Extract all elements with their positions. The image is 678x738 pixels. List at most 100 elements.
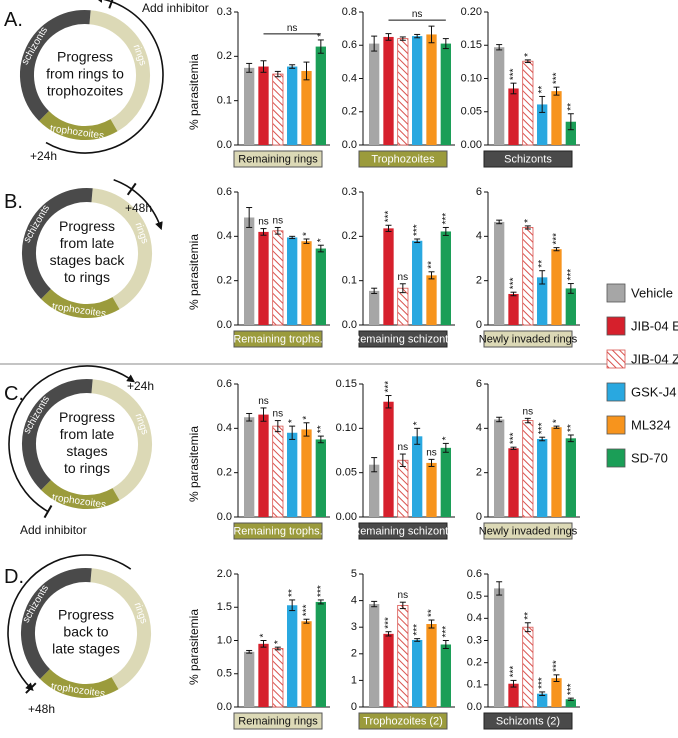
y-tick-label: 0.5 — [467, 590, 482, 602]
y-tick-label: 0.2 — [217, 275, 232, 287]
y-tick-label: 0.1 — [342, 275, 357, 287]
chart-title: Remaining trophs. — [233, 333, 322, 345]
significance-label: ** — [537, 86, 548, 94]
bar-jib-04-e — [258, 414, 269, 517]
bracket-label: ns — [412, 9, 423, 20]
chart-title: Trophozoites — [371, 153, 435, 165]
chart-2-1: 0.0 0.2 0.4 0.6 ns ns ** Remaining trophs. — [217, 186, 330, 348]
bracket-label: ns — [287, 23, 298, 34]
bar-jib-04-e — [258, 66, 269, 145]
bar-jib-04-e — [258, 643, 269, 707]
rings-segment — [90, 568, 151, 690]
chart-title: Trophozoites (2) — [363, 715, 443, 727]
bar-sd-70 — [315, 46, 326, 145]
bar-gsk-j4 — [537, 693, 548, 707]
bar-ml324 — [426, 624, 437, 707]
chart-title-box — [358, 522, 448, 540]
bar-jib-04-z — [272, 73, 284, 146]
bar-sd-70 — [565, 121, 576, 145]
y-tick-label: 5 — [351, 568, 357, 580]
significance-label: * — [287, 419, 298, 423]
bar-vehicle — [494, 221, 505, 325]
significance-label: ** — [523, 612, 534, 620]
y-tick-label: 0.05 — [461, 106, 482, 118]
bar-sd-70 — [315, 248, 326, 325]
y-tick-label: 0.0 — [217, 319, 232, 331]
significance-label: ** — [287, 589, 298, 597]
bar-vehicle — [369, 290, 380, 325]
legend-label: JIB-04 Z — [631, 351, 678, 366]
y-tick-label: 2 — [476, 275, 482, 287]
significance-label: *** — [552, 660, 563, 672]
chart-title-box — [483, 712, 573, 730]
progress-arrow — [45, 0, 164, 154]
bar-sd-70 — [315, 601, 326, 707]
chart-3-2: 0.00 0.05 0.10 0.15 *** ns * ns * Remaining schiz… — [336, 378, 455, 540]
cycle-center-text: from late — [60, 426, 115, 442]
panel-letter: D. — [4, 566, 24, 588]
bar-ml324 — [426, 275, 437, 325]
y-tick-label: 0.4 — [217, 422, 232, 434]
y-tick-label: 0.3 — [217, 6, 232, 18]
trophozoites-segment — [39, 110, 118, 140]
bar-jib-04-z — [522, 626, 534, 708]
inhibitor-tick — [43, 504, 53, 519]
chart-title: Remaining rings — [238, 153, 318, 165]
bar-gsk-j4 — [287, 605, 298, 707]
significance-label: *** — [316, 585, 327, 597]
y-tick-label: 0.4 — [217, 230, 232, 242]
legend-label: GSK-J4 — [631, 384, 677, 399]
cycle-center-text: Progress — [58, 607, 114, 623]
bar-vehicle — [244, 417, 255, 517]
bar-gsk-j4 — [537, 277, 548, 325]
significance-label: ** — [537, 260, 548, 268]
significance-label: *** — [537, 677, 548, 689]
bar-ml324 — [551, 91, 562, 145]
rings-segment — [91, 188, 152, 310]
bar-ml324 — [426, 462, 437, 517]
chart-title: Remaining trophs. — [233, 525, 322, 537]
significance-label: * — [441, 436, 452, 440]
cycle-center-text: trophozoites — [47, 83, 123, 99]
significance-label: *** — [509, 666, 520, 678]
chart-title: Remaining rings — [238, 715, 318, 727]
significance-label: *** — [441, 213, 452, 225]
y-tick-label: 0.8 — [342, 6, 357, 18]
bar-jib-04-z — [272, 648, 284, 708]
significance-label: * — [302, 232, 313, 236]
bar-ml324 — [301, 70, 312, 145]
rings-segment — [89, 10, 150, 132]
bar-jib-04-e — [383, 228, 394, 325]
y-tick-label: 0.2 — [217, 467, 232, 479]
legend: Vehicle JIB-04 E JIB-04 Z GSK-J4 ML324 SD-70 — [606, 283, 678, 468]
significance-label: ns — [398, 272, 409, 283]
y-tick-label: 0.00 — [461, 139, 482, 151]
y-tick-label: 0.10 — [336, 422, 357, 434]
timing-annotation: +48h — [28, 702, 55, 716]
significance-label: *** — [509, 432, 520, 444]
y-tick-label: 4 — [351, 595, 357, 607]
y-axis-label: % parasitemia — [187, 426, 201, 502]
significance-label: *** — [412, 624, 423, 636]
timing-annotation: +24h — [127, 379, 154, 393]
y-tick-label: 0.3 — [342, 186, 357, 198]
bar-ml324 — [301, 241, 312, 325]
y-tick-label: 0.0 — [217, 701, 232, 713]
significance-label: *** — [384, 617, 395, 629]
y-tick-label: 0.6 — [342, 39, 357, 51]
y-tick-label: 0.15 — [336, 378, 357, 390]
cycle-center-text: Progress — [59, 218, 115, 234]
bar-ml324 — [426, 34, 437, 145]
y-tick-label: 6 — [476, 378, 482, 390]
bar-sd-70 — [440, 43, 451, 145]
significance-label: ns — [273, 215, 284, 226]
y-tick-label: 0.0 — [467, 701, 482, 713]
y-tick-label: 2.0 — [217, 568, 232, 580]
chart-title: Schizonts (2) — [496, 715, 560, 727]
cycle-center-text: stages back — [50, 252, 126, 268]
significance-label: *** — [552, 72, 563, 84]
significance-label: * — [523, 53, 534, 57]
